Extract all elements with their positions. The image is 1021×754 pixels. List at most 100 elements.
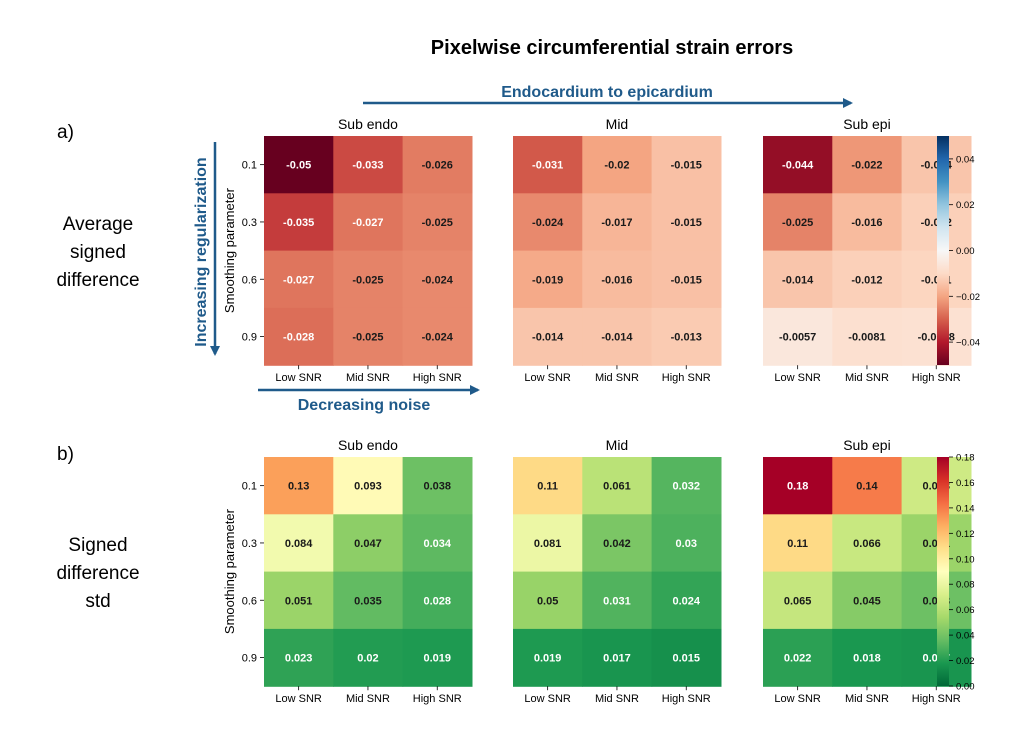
x-tick-label: Low SNR bbox=[275, 372, 322, 384]
heatmap-cell bbox=[582, 514, 653, 573]
heatmap-cell bbox=[264, 514, 334, 573]
cell-value-label: 0.065 bbox=[784, 595, 812, 607]
x-tick-label: High SNR bbox=[662, 693, 711, 705]
heatmap-cell bbox=[333, 307, 404, 366]
x-tick-label: Low SNR bbox=[524, 693, 571, 705]
heatmap-cell bbox=[402, 307, 473, 366]
colorbar-tick-label: 0.04 bbox=[956, 631, 975, 642]
cell-value-label: -0.014 bbox=[532, 332, 564, 344]
cell-value-label: 0.024 bbox=[672, 595, 700, 607]
heatmap-cell bbox=[763, 457, 833, 515]
heatmap-cell bbox=[513, 571, 583, 630]
cell-value-label: -0.05 bbox=[286, 160, 311, 172]
y-tick-label: 0.9 bbox=[242, 653, 257, 665]
cell-value-label: 0.081 bbox=[534, 538, 562, 550]
row-b-letter: b) bbox=[57, 444, 74, 465]
colorbar-tick-label: 0.06 bbox=[956, 605, 975, 616]
cell-value-label: -0.014 bbox=[782, 274, 814, 286]
cell-value-label: 0.032 bbox=[672, 481, 700, 493]
heatmap-cell bbox=[402, 571, 473, 630]
cell-value-label: -0.017 bbox=[601, 217, 632, 229]
colorbar-tick-label: 0.08 bbox=[956, 580, 975, 591]
endo-to-epi-label: Endocardium to epicardium bbox=[501, 84, 713, 101]
heatmap-cell bbox=[832, 457, 903, 515]
cell-value-label: -0.015 bbox=[671, 160, 702, 172]
cell-value-label: -0.026 bbox=[422, 160, 453, 172]
heatmap-cell bbox=[402, 193, 473, 252]
cell-value-label: -0.035 bbox=[283, 217, 314, 229]
cell-value-label: -0.0081 bbox=[848, 332, 885, 344]
cell-value-label: -0.013 bbox=[671, 332, 702, 344]
heatmap-cell bbox=[333, 193, 404, 252]
heatmap-cell bbox=[651, 250, 722, 309]
cell-value-label: -0.016 bbox=[851, 217, 882, 229]
cell-value-label: 0.023 bbox=[285, 653, 313, 665]
row-b-label-line3: std bbox=[85, 591, 110, 612]
y-tick-label: 0.9 bbox=[242, 332, 257, 344]
heatmap-cell bbox=[901, 514, 972, 573]
x-tick-label: High SNR bbox=[912, 693, 961, 705]
cell-value-label: -0.031 bbox=[532, 160, 563, 172]
heatmap-cell bbox=[763, 250, 833, 309]
heatmap-cell bbox=[582, 250, 653, 309]
heatmap-cell bbox=[832, 571, 903, 630]
cell-value-label: 0.051 bbox=[285, 595, 313, 607]
row-a-letter: a) bbox=[57, 122, 74, 143]
colorbar-tick-label: 0.02 bbox=[956, 200, 975, 211]
heatmap-cell bbox=[651, 628, 722, 687]
cell-value-label: 0.034 bbox=[423, 538, 451, 550]
heatmap-cell bbox=[763, 628, 833, 687]
cell-value-label: 0.093 bbox=[354, 481, 382, 493]
cell-value-label: -0.027 bbox=[283, 274, 314, 286]
increasing-regularization-label: Increasing regularization bbox=[193, 157, 210, 346]
x-tick-label: Low SNR bbox=[774, 372, 821, 384]
heatmap-panel-b-2: Mid 0.11 0.061 0.032 0.081 0.042 0.03 0.05 0.031… bbox=[513, 437, 722, 705]
y-axis-label: Smoothing parameter bbox=[222, 187, 237, 313]
heatmap-cell bbox=[763, 307, 833, 366]
colorbar-tick-label: 0.12 bbox=[956, 529, 975, 540]
heatmap-cell bbox=[513, 136, 583, 194]
cell-value-label: -0.025 bbox=[352, 274, 383, 286]
x-tick-label: Mid SNR bbox=[346, 693, 390, 705]
x-tick-label: Low SNR bbox=[524, 372, 571, 384]
heatmap-cell bbox=[264, 571, 334, 630]
cell-value-label: 0.045 bbox=[853, 595, 881, 607]
heatmap-panel-a-1: Sub endo -0.05 -0.033 -0.026 -0.035 -0.027 -0.… bbox=[222, 116, 473, 384]
cell-value-label: 0.019 bbox=[423, 653, 451, 665]
colorbar-gradient bbox=[937, 457, 949, 686]
colorbar-tick-label: 0.04 bbox=[956, 154, 975, 165]
heatmap-cell bbox=[402, 250, 473, 309]
cell-value-label: 0.015 bbox=[672, 653, 700, 665]
heatmap-panel-b-1: Sub endo 0.13 0.093 0.038 0.084 0.047 0.034 0.0… bbox=[222, 437, 473, 705]
row-a-label-line1: Average bbox=[63, 214, 133, 235]
y-tick-label: 0.1 bbox=[242, 481, 257, 493]
cell-value-label: 0.061 bbox=[603, 481, 631, 493]
heatmap-cell bbox=[763, 514, 833, 573]
heatmap-cell bbox=[264, 457, 334, 515]
cell-value-label: 0.035 bbox=[354, 595, 382, 607]
cell-value-label: 0.022 bbox=[784, 653, 812, 665]
cell-value-label: -0.024 bbox=[422, 274, 454, 286]
heatmap-cell bbox=[264, 628, 334, 687]
heatmap-cell bbox=[832, 514, 903, 573]
heatmap-cell bbox=[513, 628, 583, 687]
heatmap-cell bbox=[582, 193, 653, 252]
heatmap-cell bbox=[264, 193, 334, 252]
cell-value-label: -0.024 bbox=[422, 332, 454, 344]
heatmap-row-b: Sub endo 0.13 0.093 0.038 0.084 0.047 0.034 0.0… bbox=[222, 437, 972, 705]
heatmap-cell bbox=[901, 193, 972, 252]
heatmap-cell bbox=[832, 628, 903, 687]
heatmap-cell bbox=[333, 514, 404, 573]
heatmap-cell bbox=[333, 250, 404, 309]
y-tick-label: 0.3 bbox=[242, 538, 257, 550]
heatmap-cell bbox=[582, 571, 653, 630]
heatmap-cell bbox=[901, 250, 972, 309]
panel-title: Sub epi bbox=[843, 116, 890, 132]
cell-value-label: 0.028 bbox=[423, 595, 451, 607]
cell-value-label: 0.042 bbox=[603, 538, 631, 550]
heatmap-cell bbox=[582, 307, 653, 366]
cell-value-label: -0.019 bbox=[532, 274, 563, 286]
colorbar-tick-label: 0.10 bbox=[956, 554, 975, 565]
cell-value-label: -0.027 bbox=[352, 217, 383, 229]
heatmap-cell bbox=[402, 628, 473, 687]
